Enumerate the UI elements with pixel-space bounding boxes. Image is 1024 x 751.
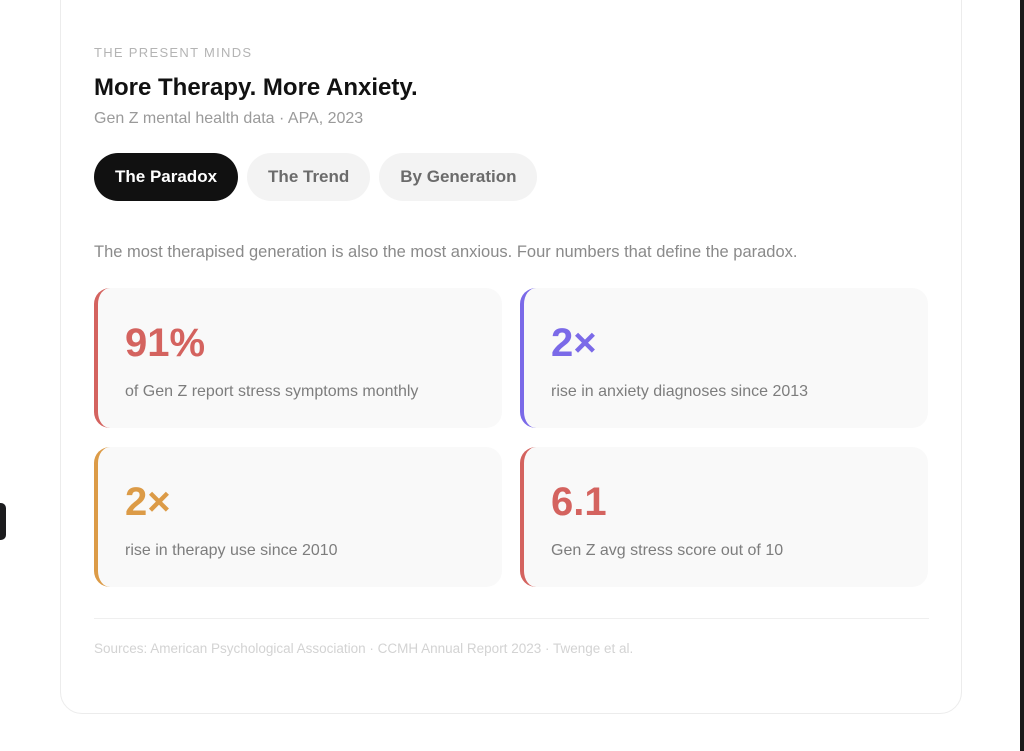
side-panel-handle[interactable] <box>0 503 6 540</box>
divider <box>94 618 929 619</box>
stat-value: 6.1 <box>551 480 607 524</box>
stat-label: rise in therapy use since 2010 <box>125 542 338 559</box>
tab-the-trend[interactable]: The Trend <box>247 153 371 201</box>
tab-the-paradox[interactable]: The Paradox <box>94 153 239 201</box>
eyebrow-label: THE PRESENT MINDS <box>94 45 253 60</box>
stat-label: Gen Z avg stress score out of 10 <box>551 542 784 559</box>
stat-card-stress-score: 6.1 Gen Z avg stress score out of 10 <box>520 447 928 587</box>
stat-value: 2× <box>125 480 171 524</box>
stat-label: rise in anxiety diagnoses since 2013 <box>551 383 809 400</box>
stat-label: of Gen Z report stress symptoms monthly <box>125 383 419 400</box>
tab-by-generation[interactable]: By Generation <box>379 153 538 201</box>
tab-bar: The Paradox The Trend By Generation <box>94 153 929 201</box>
page-title: More Therapy. More Anxiety. <box>94 74 418 101</box>
infographic-card: THE PRESENT MINDS More Therapy. More Anx… <box>60 0 962 714</box>
card-content: THE PRESENT MINDS More Therapy. More Anx… <box>94 45 929 658</box>
intro-text: The most therapised generation is also t… <box>94 243 798 261</box>
window-edge <box>1020 0 1024 751</box>
stat-value: 2× <box>551 321 597 365</box>
stat-value: 91% <box>125 321 206 365</box>
stats-grid: 91% of Gen Z report stress symptoms mont… <box>94 288 929 587</box>
page-subtitle: Gen Z mental health data · APA, 2023 <box>94 110 364 127</box>
stat-card-therapy-use: 2× rise in therapy use since 2010 <box>94 447 502 587</box>
stat-card-anxiety-diagnoses: 2× rise in anxiety diagnoses since 2013 <box>520 288 928 428</box>
stat-card-stress-symptoms: 91% of Gen Z report stress symptoms mont… <box>94 288 502 428</box>
sources-footnote: Sources: American Psychological Associat… <box>94 641 634 656</box>
